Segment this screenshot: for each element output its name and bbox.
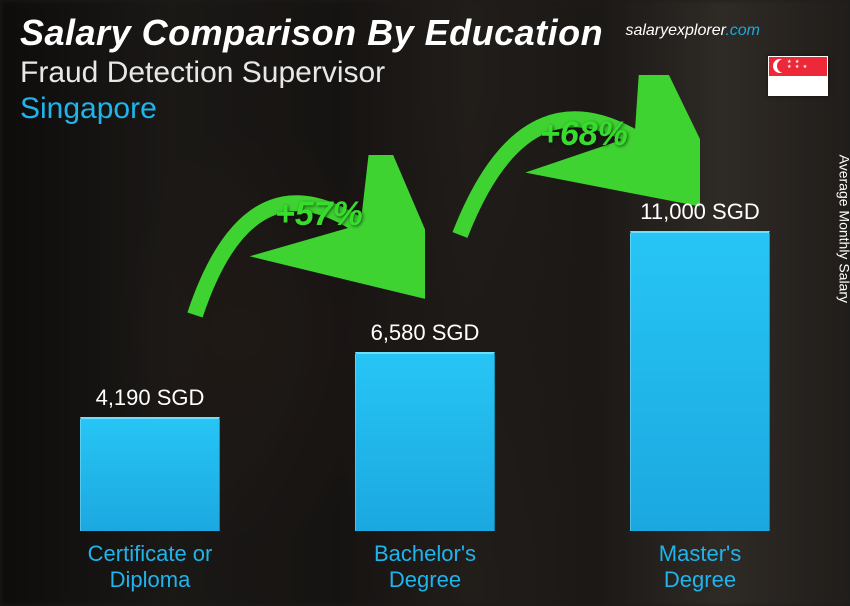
bar-group-1: 4,190 SGD [70, 385, 230, 531]
bar-value-2: 6,580 SGD [371, 320, 480, 346]
infographic-content: Salary Comparison By Education Fraud Det… [0, 0, 850, 606]
bar-label-3: Master's Degree [620, 541, 780, 592]
bar-label-2: Bachelor's Degree [345, 541, 505, 592]
singapore-flag-icon: ★ ★★ ★ ★ [768, 56, 828, 96]
bar-3 [630, 231, 770, 531]
job-title: Fraud Detection Supervisor [20, 56, 603, 90]
increase-pct-2: +68% [540, 115, 628, 154]
bar-2 [355, 352, 495, 531]
bar-1 [80, 417, 220, 531]
x-axis-labels: Certificate or Diploma Bachelor's Degree… [70, 541, 780, 592]
bar-label-1: Certificate or Diploma [70, 541, 230, 592]
bar-value-3: 11,000 SGD [640, 199, 759, 225]
bar-group-2: 6,580 SGD [345, 320, 505, 531]
brand-watermark: salaryexplorer.com [625, 22, 760, 40]
bar-value-1: 4,190 SGD [96, 385, 205, 411]
y-axis-label: Average Monthly Salary [836, 155, 850, 303]
brand-name: salaryexplorer [625, 22, 725, 39]
country-label: Singapore [20, 92, 603, 126]
bar-group-3: 11,000 SGD [620, 199, 780, 531]
brand-tld: .com [725, 22, 760, 39]
header-block: Salary Comparison By Education Fraud Det… [20, 12, 603, 126]
bar-chart: 4,190 SGD 6,580 SGD 11,000 SGD [70, 195, 780, 531]
page-title: Salary Comparison By Education [20, 12, 603, 54]
